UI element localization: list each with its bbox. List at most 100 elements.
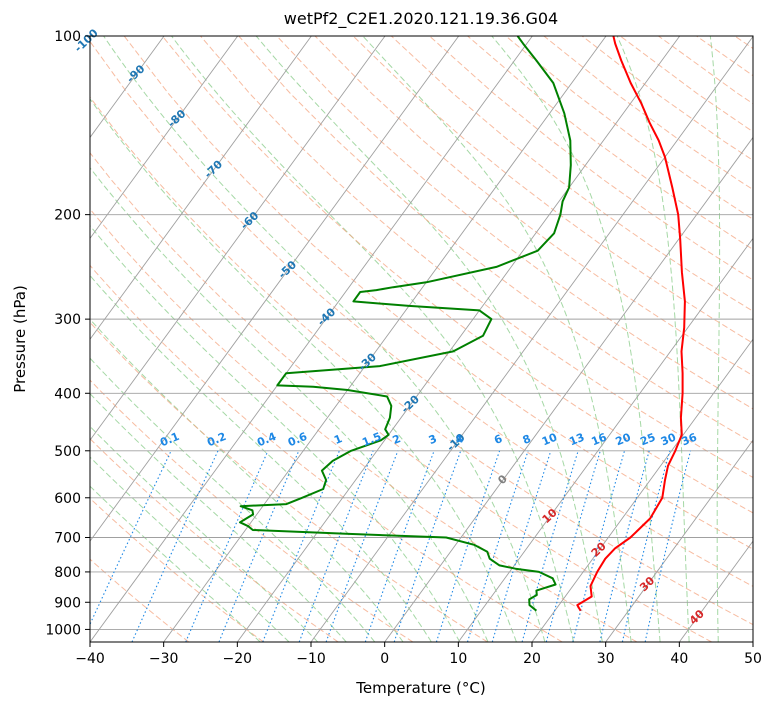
moist-adiabat-line — [90, 318, 404, 642]
dry-adiabats — [90, 36, 753, 642]
moist-adiabat-line — [90, 425, 319, 642]
isotherm-line — [90, 36, 386, 441]
moist-adiabat-line — [255, 36, 603, 642]
mixing-ratio-line — [218, 450, 300, 642]
y-tick-label: 900 — [54, 595, 81, 611]
moist-adiabat-line — [709, 36, 721, 642]
isotherm-line — [90, 36, 239, 240]
y-tick-label: 100 — [54, 29, 81, 45]
isotherm-line — [752, 641, 753, 642]
y-tick-label: 200 — [54, 208, 81, 224]
moist-adiabat-line — [90, 392, 347, 642]
mixing-ratio-label: 30 — [659, 431, 678, 449]
y-axis-ticks: 100 200 300 400 500 600 700 800 900 1000 — [45, 29, 90, 638]
mixing-ratio-line — [435, 450, 501, 642]
plot-frame — [89, 35, 754, 643]
moist-adiabat-line — [103, 36, 546, 642]
dry-adiabat-line — [90, 152, 712, 642]
moist-adiabat-line — [90, 274, 432, 642]
moist-adiabat-line — [362, 36, 632, 642]
mixing-ratio-label: 20 — [614, 431, 633, 449]
dry-adiabat-line — [90, 264, 563, 642]
dry-adiabat-line — [90, 321, 488, 642]
mixing-ratio-line — [599, 450, 650, 642]
mixing-ratio-label: 10 — [540, 431, 559, 449]
mixing-ratio-lines — [90, 450, 692, 642]
mixing-ratio-label: 13 — [567, 431, 586, 449]
moist-adiabat-line — [90, 456, 290, 642]
x-tick-label: 20 — [523, 651, 541, 667]
isotherm-line — [310, 36, 753, 642]
dry-adiabat-line — [90, 208, 638, 642]
y-tick-label: 600 — [54, 491, 81, 507]
mixing-ratio-line — [364, 450, 435, 642]
moist-adiabat-line — [171, 36, 575, 642]
x-tick-label: 50 — [744, 651, 762, 667]
moist-adiabat-line — [90, 98, 517, 642]
plot-area — [90, 36, 753, 642]
mixing-ratio-label: 8 — [521, 432, 533, 447]
y-tick-label: 400 — [54, 386, 81, 402]
dry-adiabat-line — [200, 36, 753, 479]
moist-adiabat-line — [616, 36, 690, 642]
mixing-ratio-label: 2 — [391, 432, 403, 447]
moist-adiabat-line — [90, 224, 461, 642]
x-tick-label: 40 — [670, 651, 688, 667]
mixing-ratio-label: 25 — [638, 431, 657, 449]
dry-adiabat-line — [123, 36, 753, 550]
y-tick-label: 700 — [54, 531, 81, 547]
mixing-ratio-label: 36 — [680, 431, 699, 449]
y-tick-label: 1000 — [45, 622, 81, 638]
mixing-ratio-line — [185, 450, 269, 642]
plot-background — [90, 36, 753, 642]
temperature-profile-line — [576, 36, 686, 612]
isotherm-line — [236, 36, 681, 642]
dry-adiabat-line — [90, 96, 753, 626]
mixing-ratio-line — [298, 450, 374, 642]
mixing-ratio-line — [325, 450, 399, 642]
moist-adiabat-line — [90, 485, 261, 642]
isotherm-line — [163, 36, 607, 642]
x-tick-label: −10 — [296, 651, 326, 667]
isotherm-line — [90, 36, 533, 642]
x-tick-label: −30 — [149, 651, 179, 667]
x-tick-label: 0 — [380, 651, 389, 667]
isotherm-line — [605, 439, 753, 642]
dewpoint-profile-line — [239, 36, 572, 612]
dry-adiabat-line — [90, 40, 753, 587]
mixing-ratio-label: 1 — [332, 432, 344, 447]
y-tick-label: 800 — [54, 565, 81, 581]
chart-title: wetPf2_C2E1.2020.121.19.36.G04 — [284, 9, 558, 29]
mixing-ratio-line — [393, 450, 462, 642]
mixing-ratio-line — [466, 450, 529, 642]
dry-adiabat-line — [390, 36, 753, 312]
y-tick-label: 300 — [54, 312, 81, 328]
x-tick-label: −40 — [75, 651, 105, 667]
dry-adiabat-line — [90, 379, 414, 642]
mixing-ratio-label: 3 — [427, 432, 439, 447]
mixing-ratio-line — [621, 450, 671, 642]
isotherm-line — [531, 338, 753, 642]
dry-adiabat-line — [238, 36, 753, 444]
x-axis-ticks: −40 −30 −20 −10 0 10 20 30 40 50 — [75, 642, 762, 667]
moist-adiabat-line — [491, 36, 661, 642]
moist-adiabat-line — [90, 357, 376, 642]
mixing-ratio-line — [262, 450, 340, 642]
x-tick-label: 10 — [449, 651, 467, 667]
mixing-ratio-line — [644, 450, 692, 642]
dry-adiabat-line — [314, 36, 753, 377]
isotherm-line — [457, 237, 753, 642]
skewed-isotherms — [90, 36, 753, 642]
pressure-gridlines — [90, 36, 753, 630]
mixing-ratio-label: 16 — [589, 431, 608, 449]
mixing-ratio-line — [572, 450, 626, 642]
mixing-ratio-line — [491, 450, 552, 642]
y-axis-title: Pressure (hPa) — [11, 285, 29, 393]
y-tick-label: 500 — [54, 444, 81, 460]
x-axis-title: Temperature (°C) — [355, 679, 485, 697]
dry-adiabat-line — [90, 558, 190, 642]
x-tick-label: 30 — [597, 651, 615, 667]
profile-lines — [239, 36, 686, 612]
mixing-ratio-line — [521, 450, 579, 642]
